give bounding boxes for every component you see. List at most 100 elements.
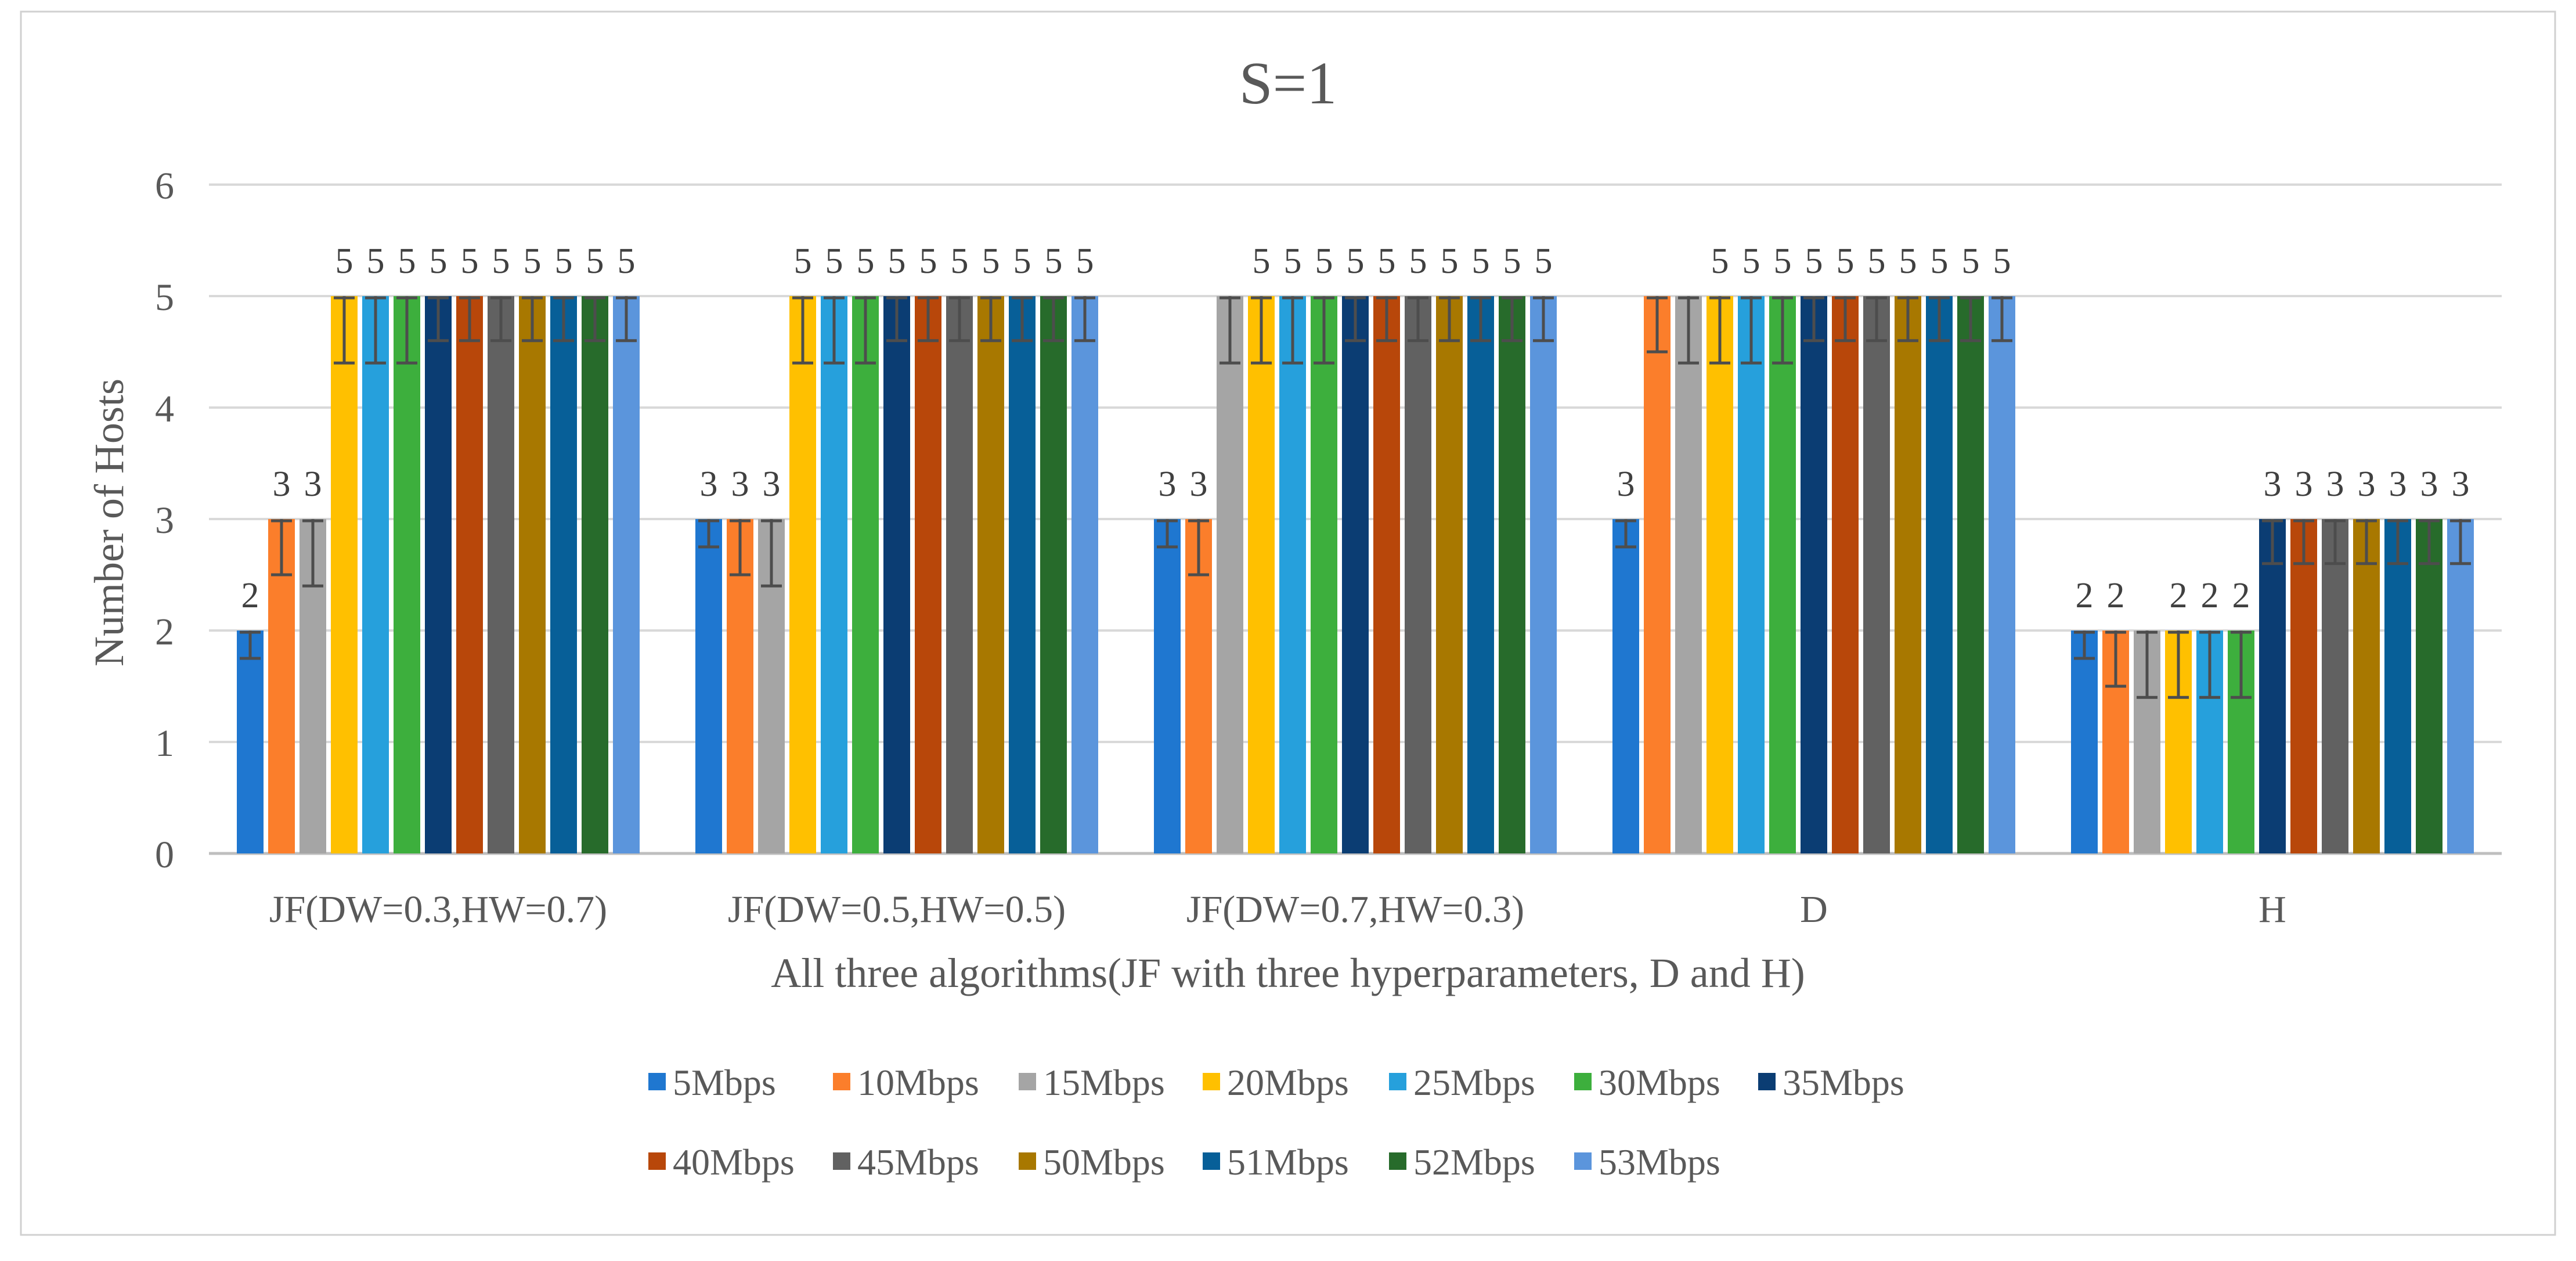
- bar: [852, 296, 879, 853]
- y-tick-label: 5: [155, 276, 174, 319]
- y-tick-label: 0: [155, 834, 174, 876]
- bar: [1612, 519, 1639, 853]
- bar: [1801, 296, 1827, 853]
- data-label: 5: [335, 242, 353, 281]
- legend-item: 52Mbps: [1389, 1141, 1535, 1183]
- bar: [394, 296, 420, 853]
- legend-item: 35Mbps: [1758, 1062, 1904, 1103]
- legend-label: 40Mbps: [673, 1141, 795, 1183]
- legend-swatch: [833, 1152, 850, 1170]
- bar: [946, 296, 973, 853]
- data-label: 5: [1045, 242, 1063, 281]
- bar: [2259, 519, 2286, 853]
- data-label: 5: [1931, 242, 1949, 281]
- legend-label: 53Mbps: [1599, 1141, 1720, 1183]
- data-label: 3: [273, 464, 291, 504]
- legend-item: 45Mbps: [833, 1141, 979, 1183]
- bar: [1644, 296, 1671, 853]
- bar: [789, 296, 816, 853]
- bar: [237, 630, 264, 853]
- x-axis-ticks: JF(DW=0.3,HW=0.7) JF(DW=0.5,HW=0.5) JF(DW=…: [269, 888, 2286, 931]
- data-label: 3: [1617, 464, 1635, 504]
- data-label: 2: [2107, 576, 2125, 615]
- bar: [1467, 296, 1494, 853]
- bar: [519, 296, 546, 853]
- bar: [821, 296, 847, 853]
- data-label: 5: [1315, 242, 1333, 281]
- data-label: 5: [1378, 242, 1396, 281]
- y-axis-label: Number of Hosts: [86, 379, 132, 666]
- bar: [1009, 296, 1036, 853]
- data-labels: 23 35 5 5 5 5 5 5 5 5 53 3 35 5 5 5 5 5 5 5 5 53 35 5 5 5 5 5 5 5 5 535…: [241, 242, 2470, 615]
- bar: [1738, 296, 1765, 853]
- data-label: 5: [1711, 242, 1729, 281]
- x-tick-label: JF(DW=0.3,HW=0.7): [269, 888, 607, 931]
- bar: [1154, 519, 1181, 853]
- legend-item: 10Mbps: [833, 1062, 979, 1103]
- legend-item: 20Mbps: [1203, 1062, 1349, 1103]
- bar: [1769, 296, 1796, 853]
- data-label: 5: [888, 242, 906, 281]
- data-label: 5: [825, 242, 843, 281]
- data-label: 3: [700, 464, 718, 504]
- data-label: 3: [2420, 464, 2438, 504]
- legend-swatch: [648, 1152, 666, 1170]
- bar: [550, 296, 577, 853]
- bar: [488, 296, 514, 853]
- bar: [977, 296, 1004, 853]
- legend-label: 15Mbps: [1043, 1062, 1165, 1103]
- data-label: 3: [2326, 464, 2344, 504]
- legend-swatch: [1019, 1152, 1036, 1170]
- bar: [1832, 296, 1859, 853]
- bar: [1895, 296, 1921, 853]
- bar: [883, 296, 910, 853]
- data-label: 5: [430, 242, 448, 281]
- legend-label: 35Mbps: [1783, 1062, 1904, 1103]
- bar: [1405, 296, 1431, 853]
- bar: [1706, 296, 1733, 853]
- legend-item: 30Mbps: [1574, 1062, 1720, 1103]
- legend-label: 10Mbps: [857, 1062, 979, 1103]
- y-tick-label: 6: [155, 165, 174, 207]
- legend-label: 30Mbps: [1599, 1062, 1720, 1103]
- legend-label: 25Mbps: [1413, 1062, 1535, 1103]
- bar: [1311, 296, 1337, 853]
- data-label: 5: [586, 242, 604, 281]
- data-label: 5: [618, 242, 636, 281]
- bar: [1040, 296, 1067, 853]
- bar: [1436, 296, 1463, 853]
- data-label: 3: [304, 464, 322, 504]
- bar: [2322, 519, 2348, 853]
- legend-label: 45Mbps: [857, 1141, 979, 1183]
- bar: [1279, 296, 1306, 853]
- data-label: 5: [919, 242, 937, 281]
- legend-label: 50Mbps: [1043, 1141, 1165, 1183]
- x-tick-label: H: [2258, 888, 2286, 931]
- legend-item: 15Mbps: [1019, 1062, 1165, 1103]
- bar: [425, 296, 452, 853]
- bar: [331, 296, 358, 853]
- data-label: 5: [1253, 242, 1271, 281]
- legend: 5Mbps 10Mbps 15Mbps 20Mbps 25Mbps 30Mbps 35Mbp…: [648, 1062, 1904, 1183]
- y-axis-ticks: 0 1 2 3 4 5 6: [155, 165, 174, 876]
- x-tick-label: D: [1800, 888, 1828, 931]
- data-label: 3: [2452, 464, 2470, 504]
- x-axis-label: All three algorithms(JF with three hyper…: [771, 950, 1805, 996]
- data-label: 5: [982, 242, 1000, 281]
- data-label: 5: [1837, 242, 1855, 281]
- bar: [1989, 296, 2015, 853]
- data-label: 5: [1472, 242, 1490, 281]
- data-label: 5: [1993, 242, 2011, 281]
- legend-swatch: [833, 1073, 850, 1090]
- data-label: 5: [1774, 242, 1792, 281]
- chart-title: S=1: [1239, 50, 1337, 117]
- data-label: 5: [1076, 242, 1094, 281]
- data-label: 5: [524, 242, 542, 281]
- data-label: 5: [461, 242, 479, 281]
- data-label: 5: [951, 242, 969, 281]
- data-label: 2: [2170, 576, 2188, 615]
- data-label: 2: [2076, 576, 2094, 615]
- legend-item: 53Mbps: [1574, 1141, 1720, 1183]
